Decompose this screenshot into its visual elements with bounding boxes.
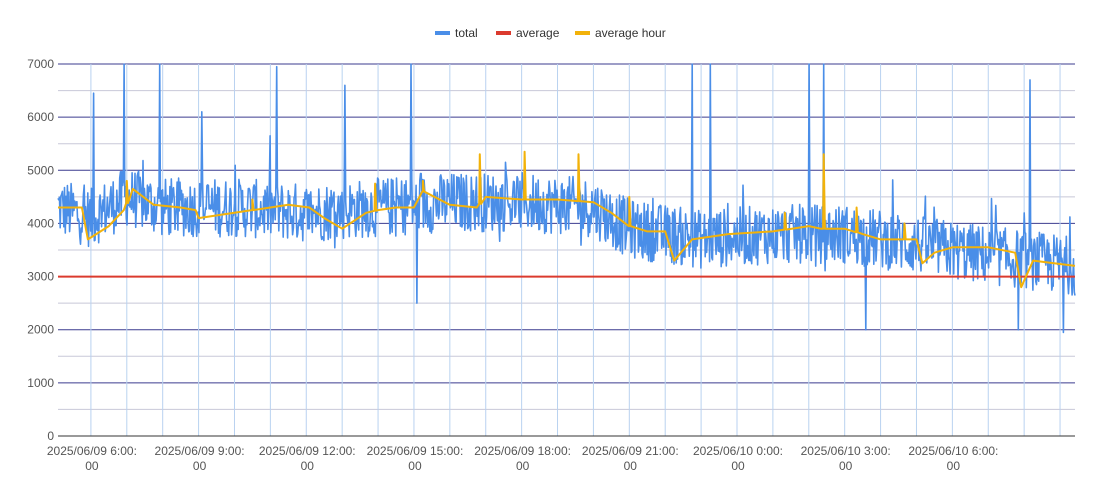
legend-swatch-average-hour (575, 31, 590, 35)
x-tick-label-suffix: 00 (947, 459, 961, 473)
x-tick-label-suffix: 00 (624, 459, 638, 473)
x-tick-label: 2025/06/09 18:00: (474, 444, 571, 458)
x-tick-label: 2025/06/09 6:00: (47, 444, 137, 458)
legend-swatch-total (435, 31, 450, 35)
series-average-hour (58, 150, 1076, 289)
series-total (57, 63, 1076, 334)
x-tick-label: 2025/06/10 3:00: (801, 444, 891, 458)
y-axis-tick-labels: 0 1000 2000 3000 4000 5000 6000 7000 (27, 57, 54, 443)
x-tick-label-suffix: 00 (839, 459, 853, 473)
series-total-line (57, 63, 1076, 334)
y-tick-label: 1000 (27, 376, 54, 390)
x-tick-label: 2025/06/09 12:00: (259, 444, 356, 458)
legend-label-average: average (516, 26, 560, 40)
legend-label-average-hour: average hour (595, 26, 666, 40)
x-tick-label: 2025/06/10 0:00: (693, 444, 783, 458)
x-tick-label-suffix: 00 (85, 459, 99, 473)
x-tick-label-suffix: 00 (301, 459, 315, 473)
y-tick-label: 3000 (27, 270, 54, 284)
y-tick-label: 4000 (27, 216, 54, 230)
y-tick-label: 2000 (27, 323, 54, 337)
series-average-hour-line (58, 150, 1076, 289)
x-tick-label: 2025/06/09 9:00: (155, 444, 245, 458)
x-tick-label-suffix: 00 (731, 459, 745, 473)
y-tick-label: 0 (47, 429, 54, 443)
vertical-gridlines (90, 64, 1061, 436)
x-tick-label-suffix: 00 (516, 459, 530, 473)
x-tick-label-suffix: 00 (408, 459, 422, 473)
y-tick-label: 7000 (27, 57, 54, 71)
x-tick-label: 2025/06/09 21:00: (582, 444, 679, 458)
x-tick-label: 2025/06/10 6:00: (908, 444, 998, 458)
chart-legend: total average average hour (435, 26, 666, 40)
x-tick-label: 2025/06/09 15:00: (367, 444, 464, 458)
horizontal-gridlines (58, 63, 1075, 437)
legend-label-total: total (455, 26, 478, 40)
y-tick-label: 6000 (27, 110, 54, 124)
y-tick-label: 5000 (27, 163, 54, 177)
legend-swatch-average (496, 31, 511, 35)
x-tick-label-suffix: 00 (193, 459, 207, 473)
